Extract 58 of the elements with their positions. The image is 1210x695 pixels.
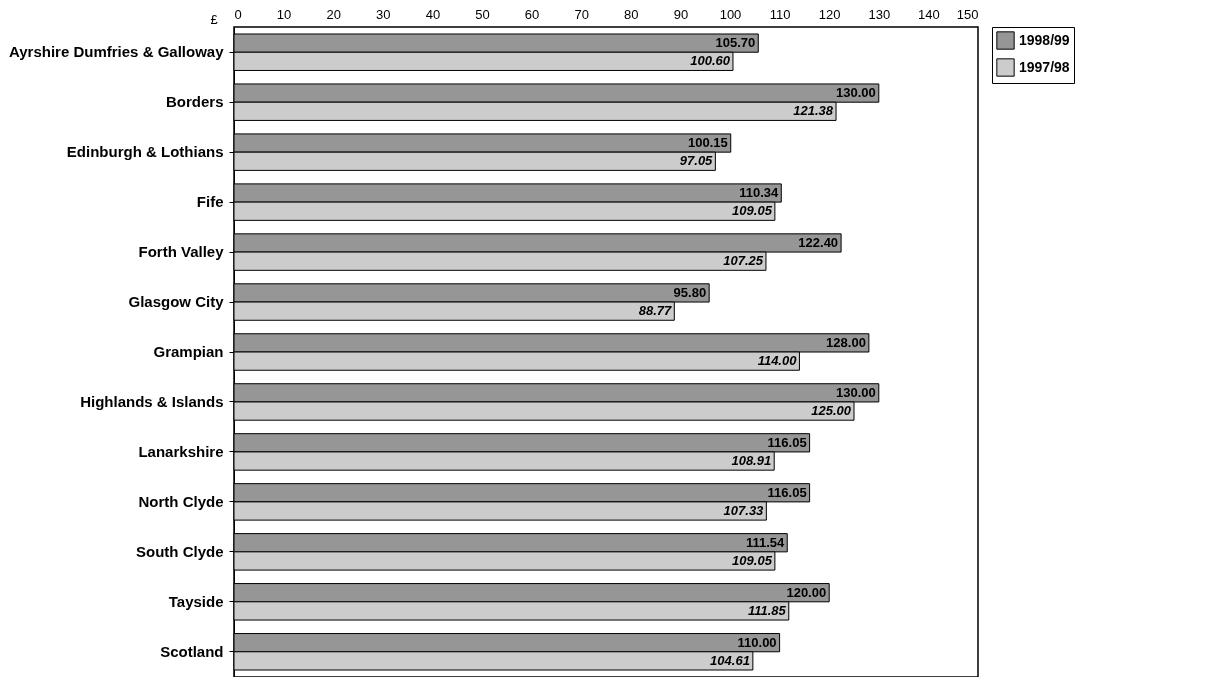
data-label: 108.91 [731,453,772,469]
data-label: 100.15 [687,135,728,151]
x-tick-label: 50 [475,6,490,22]
data-label: 125.00 [811,403,852,419]
data-label: 130.00 [836,384,876,400]
x-tick-label: 0 [234,6,242,22]
x-tick-label: 30 [376,6,391,22]
x-tick-label: 10 [276,6,292,22]
data-label: 95.80 [673,284,707,300]
data-label: 122.40 [798,234,839,250]
data-label: 105.70 [715,35,756,51]
x-tick-label: 40 [425,6,441,22]
x-tick-label: 20 [326,6,341,22]
y-tick-label: Glasgow City [128,293,225,311]
data-label: 121.38 [793,103,834,119]
x-tick-label: 110 [769,6,791,22]
y-tick-label: South Clyde [135,542,224,560]
x-tick-label: 80 [624,6,639,22]
y-tick-label: North Clyde [138,492,224,510]
y-tick-label: Ayrshire Dumfries & Galloway [8,43,225,61]
data-label: 116.05 [767,434,807,450]
data-label: 88.77 [638,303,673,319]
data-label: 120.00 [786,584,827,600]
y-tick-label: Forth Valley [138,243,225,261]
y-tick-label: Scotland [160,642,224,660]
x-tick-label: 120 [818,6,841,22]
x-tick-label: 70 [574,6,589,22]
data-label: 110.34 [739,185,780,200]
data-label: 111.54 [745,534,786,550]
y-tick-label: Grampian [153,343,224,360]
data-label: 107.33 [723,503,765,518]
x-tick-label: 90 [673,6,689,22]
y-tick-label: Tayside [168,592,224,610]
x-axis-title: £ [210,11,219,27]
x-tick-label: 60 [524,6,540,22]
y-tick-label: Lanarkshire [138,442,224,460]
data-label: 116.05 [767,484,807,500]
y-tick-label: Borders [165,93,224,111]
data-label: 114.00 [757,353,798,369]
data-label: 128.00 [826,334,866,350]
data-label: 130.00 [836,85,876,101]
data-label: 109.05 [732,203,773,219]
y-tick-label: Highlands & Islands [80,392,224,410]
legend-label: 1998/99 [1019,31,1070,48]
x-tick-label: 140 [918,6,940,22]
data-label: 100.60 [690,53,731,69]
x-tick-label: 130 [868,6,891,22]
x-tick-label: 100 [719,6,742,22]
data-label: 109.05 [732,552,773,568]
data-label: 107.25 [723,253,764,269]
legend-label: 1997/98 [1019,58,1070,75]
data-label: 111.85 [747,602,787,618]
y-tick-label: Fife [196,193,224,211]
data-label: 104.61 [710,652,750,668]
data-label: 110.00 [737,634,777,650]
data-label: 97.05 [679,153,714,169]
y-tick-label: Edinburgh & Lothians [66,143,224,161]
x-tick-label: 150 [956,6,979,22]
